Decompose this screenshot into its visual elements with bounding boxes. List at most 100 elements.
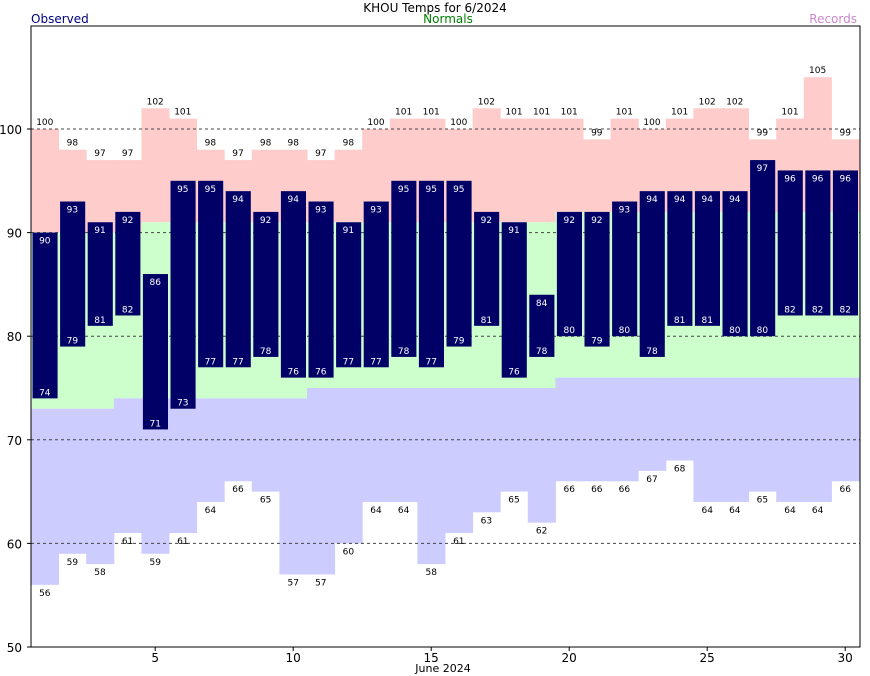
record-low-label: 64 xyxy=(701,506,713,516)
record-low-label: 64 xyxy=(398,506,410,516)
observed-low-label: 82 xyxy=(784,305,795,315)
record-low-band xyxy=(445,388,474,534)
record-low-label: 66 xyxy=(619,485,631,495)
observed-bar xyxy=(142,274,168,430)
record-high-label: 98 xyxy=(343,139,355,149)
record-high-label: 101 xyxy=(174,108,191,118)
record-low-label: 61 xyxy=(122,537,133,547)
record-high-label: 102 xyxy=(478,97,495,107)
observed-bar xyxy=(336,222,362,368)
y-tick-label: 100 xyxy=(0,123,22,137)
observed-high-label: 95 xyxy=(425,185,436,195)
record-low-label: 66 xyxy=(232,485,244,495)
record-low-band xyxy=(665,377,694,461)
record-low-label: 59 xyxy=(149,558,161,568)
y-tick-label: 50 xyxy=(7,641,22,655)
observed-high-label: 92 xyxy=(563,216,574,226)
record-high-label: 98 xyxy=(205,139,217,149)
record-high-label: 97 xyxy=(232,149,243,159)
record-high-label: 101 xyxy=(395,108,412,118)
record-low-band xyxy=(638,377,667,471)
record-low-label: 58 xyxy=(425,568,437,578)
observed-high-label: 95 xyxy=(205,185,216,195)
observed-low-label: 73 xyxy=(177,399,188,409)
observed-high-label: 92 xyxy=(481,216,492,226)
observed-bar xyxy=(32,232,58,399)
record-low-label: 66 xyxy=(591,485,603,495)
observed-high-label: 94 xyxy=(729,195,741,205)
record-low-label: 65 xyxy=(260,496,271,506)
observed-bar xyxy=(60,201,86,347)
record-high-label: 102 xyxy=(699,97,716,107)
record-high-label: 100 xyxy=(36,118,53,128)
observed-low-label: 81 xyxy=(481,316,492,326)
observed-low-label: 80 xyxy=(563,326,575,336)
legend-observed: Observed xyxy=(31,12,89,26)
record-high-label: 102 xyxy=(726,97,743,107)
observed-low-label: 77 xyxy=(232,357,243,367)
record-low-label: 63 xyxy=(481,516,492,526)
observed-low-label: 79 xyxy=(453,337,465,347)
record-high-label: 99 xyxy=(757,128,769,138)
record-high-band xyxy=(555,118,584,212)
record-low-band xyxy=(169,398,198,534)
observed-bar xyxy=(777,170,803,316)
observed-high-label: 91 xyxy=(343,226,354,236)
observed-bar xyxy=(115,211,141,316)
observed-low-label: 76 xyxy=(287,368,299,378)
x-tick-label: 25 xyxy=(700,651,715,665)
record-low-label: 61 xyxy=(453,537,464,547)
observed-high-label: 94 xyxy=(646,195,658,205)
observed-high-label: 91 xyxy=(508,226,519,236)
observed-low-label: 78 xyxy=(646,347,658,357)
observed-low-label: 81 xyxy=(674,316,685,326)
record-low-band xyxy=(113,398,142,534)
observed-bar xyxy=(391,180,417,357)
record-high-label: 97 xyxy=(94,149,105,159)
observed-bar xyxy=(363,201,389,368)
record-high-band xyxy=(31,129,60,233)
x-tick-label: 15 xyxy=(424,651,439,665)
x-tick-label: 30 xyxy=(838,651,853,665)
record-high-label: 97 xyxy=(122,149,133,159)
record-low-label: 65 xyxy=(508,496,519,506)
observed-bar xyxy=(750,160,776,337)
legend-normals: Normals xyxy=(423,12,473,26)
y-tick-label: 80 xyxy=(7,330,22,344)
observed-low-label: 78 xyxy=(260,347,272,357)
observed-bar xyxy=(529,294,555,357)
observed-high-label: 94 xyxy=(232,195,244,205)
record-high-label: 100 xyxy=(450,118,467,128)
y-tick-label: 60 xyxy=(7,537,22,551)
observed-bar xyxy=(87,222,113,326)
observed-bar xyxy=(584,211,610,347)
record-high-label: 99 xyxy=(839,128,851,138)
x-tick-label: 5 xyxy=(151,651,159,665)
observed-bar xyxy=(253,211,279,357)
record-high-label: 98 xyxy=(287,139,299,149)
record-low-band xyxy=(417,388,446,565)
observed-bar xyxy=(446,180,472,347)
record-low-band xyxy=(58,408,87,554)
record-high-label: 98 xyxy=(260,139,272,149)
record-low-band xyxy=(831,377,860,482)
record-high-band xyxy=(500,118,529,223)
observed-high-label: 97 xyxy=(757,164,768,174)
record-low-label: 64 xyxy=(205,506,217,516)
record-high-label: 99 xyxy=(591,128,603,138)
observed-low-label: 77 xyxy=(425,357,436,367)
record-low-band xyxy=(748,377,777,492)
observed-bar xyxy=(308,201,334,378)
observed-bar xyxy=(474,211,500,326)
observed-high-label: 94 xyxy=(674,195,686,205)
x-tick-label: 10 xyxy=(286,651,301,665)
record-low-band xyxy=(251,398,280,492)
observed-low-label: 76 xyxy=(315,368,327,378)
record-high-label: 101 xyxy=(423,108,440,118)
observed-low-label: 77 xyxy=(370,357,381,367)
observed-bar xyxy=(639,191,665,357)
observed-bar xyxy=(280,191,306,378)
observed-bar xyxy=(722,191,748,337)
observed-high-label: 93 xyxy=(67,206,78,216)
